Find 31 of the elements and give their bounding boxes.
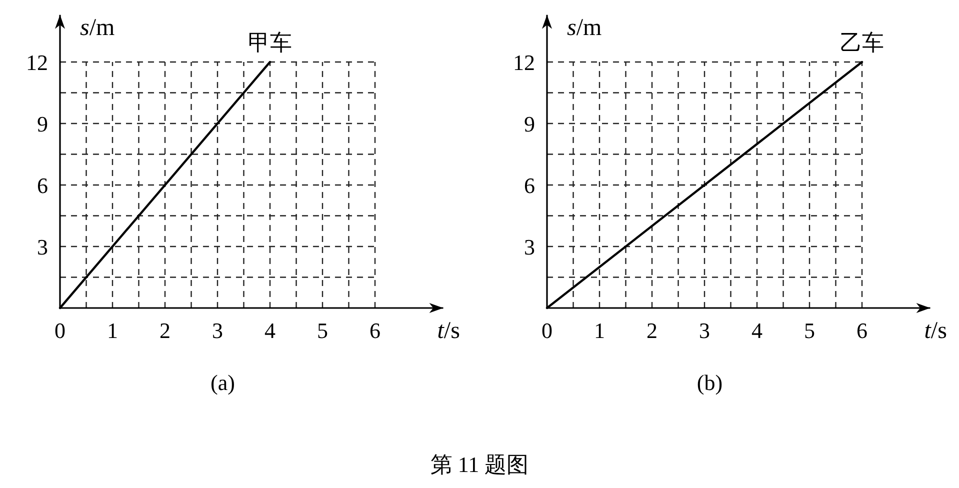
text: (b) [696,370,723,395]
y-axis-title: s/m [567,14,602,41]
y-tick-label: 3 [524,234,535,260]
y-tick-label: 12 [513,50,535,75]
x-axis-title: t/s [924,318,947,344]
x-tick-label: 0 [54,318,66,343]
x-tick-label: 2 [646,318,658,343]
y-axis-title: s/m [80,14,116,41]
annotation: 乙车 [840,30,884,55]
x-tick-label: 6 [370,318,380,343]
x-tick-label: 3 [699,318,710,343]
x-tick-label: 4 [264,318,276,343]
text: 第 11 题图 [430,452,529,477]
x-tick-label: 3 [212,318,223,343]
y-tick-label: 3 [37,234,48,260]
y-tick-label: 9 [37,112,48,136]
y-tick-label: 9 [524,112,535,136]
y-tick-label: 6 [524,173,535,198]
x-tick-label: 5 [317,318,328,343]
x-tick-label: 1 [107,318,118,343]
x-tick-label: 1 [594,318,605,343]
x-axis-title: t/s [437,318,460,344]
annotation: 甲车 [248,30,292,55]
x-tick-label: 2 [160,318,170,343]
x-tick-label: 4 [752,318,762,343]
x-tick-label: 6 [856,318,868,343]
y-tick-label: 12 [26,50,48,75]
text: (a) [210,370,235,395]
x-tick-label: 0 [542,318,552,343]
y-tick-label: 6 [37,173,48,198]
x-tick-label: 5 [804,318,815,343]
